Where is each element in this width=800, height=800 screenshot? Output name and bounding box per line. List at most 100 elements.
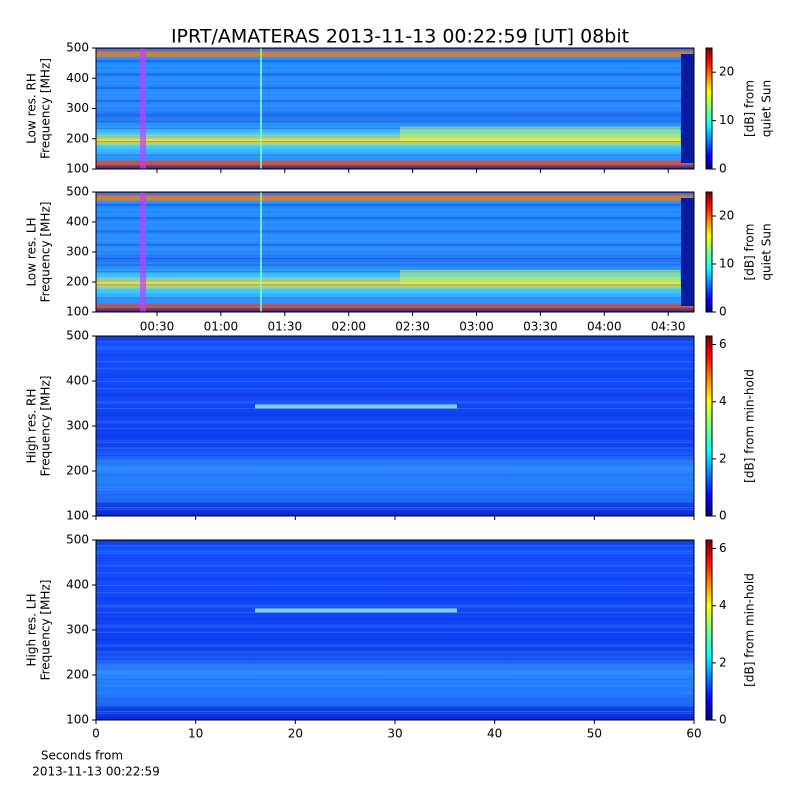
spectrogram-texture: [96, 248, 694, 250]
spectrogram-texture: [96, 231, 694, 233]
y-tick-label: 300: [66, 245, 89, 259]
spectrogram-texture: [681, 54, 694, 163]
y-tick-label: 100: [66, 713, 89, 727]
spectrogram-texture: [96, 276, 694, 277]
spectrogram-texture: [96, 624, 694, 626]
y-tick-label: 200: [66, 131, 89, 145]
y-tick-label: 500: [66, 41, 89, 55]
spectrogram-texture: [96, 235, 694, 237]
spectrogram-texture: [96, 427, 694, 429]
colorbar: [705, 539, 713, 721]
x-tick-label: 40: [487, 727, 502, 741]
spectrogram-texture: [96, 159, 694, 161]
spectrogram-texture: [96, 346, 694, 348]
y-tick-label: 200: [66, 275, 89, 289]
spectrogram-texture: [96, 465, 694, 502]
spectrogram-texture: [96, 91, 694, 93]
spectrogram-texture: [260, 48, 262, 169]
spectrogram-texture: [96, 355, 694, 357]
spectrogram-texture: [96, 284, 694, 286]
spectrogram-texture: [96, 217, 694, 219]
spectrogram-texture: [96, 712, 694, 714]
y-axis-label: Frequency [MHz]: [39, 58, 53, 159]
spectrogram-texture: [96, 279, 694, 281]
spectrogram-texture: [96, 474, 694, 476]
spectrogram-texture: [96, 395, 694, 397]
spectrogram-texture: [96, 402, 694, 404]
spectrogram-texture: [96, 310, 694, 312]
spectrogram-texture: [96, 651, 694, 653]
spectrogram-texture: [96, 100, 694, 102]
spectrogram-texture: [96, 400, 694, 402]
spectrogram-texture: [96, 612, 694, 613]
spectrogram-texture: [96, 698, 694, 700]
x-tick-label: 30: [387, 727, 402, 741]
colorbar-tick-label: 4: [719, 598, 727, 612]
spectrogram-texture: [96, 487, 694, 489]
spectrogram-texture: [96, 673, 694, 675]
spectrogram-texture: [96, 671, 694, 673]
colorbar-label: quiet Sun: [760, 223, 774, 280]
colorbar: [705, 47, 713, 170]
spectrogram-texture: [96, 258, 694, 259]
spectrogram-texture: [96, 274, 694, 276]
spectrogram-texture: [96, 56, 694, 58]
spectrogram-texture: [96, 469, 694, 471]
y-tick-label: 400: [66, 215, 89, 229]
spectrogram-texture: [96, 236, 694, 238]
spectrogram-texture: [96, 271, 694, 273]
spectrogram-texture: [96, 341, 694, 343]
spectrogram-texture: [260, 192, 262, 312]
spectrogram-texture: [96, 261, 694, 263]
spectrogram-texture: [96, 74, 694, 76]
y-axis-label: High res. LH: [25, 593, 39, 666]
spectrogram-texture: [96, 137, 694, 139]
spectrogram-texture: [96, 96, 694, 98]
spectrogram-texture: [96, 243, 694, 245]
spectrogram-texture: [96, 253, 694, 255]
spectrogram-texture: [96, 440, 694, 442]
spectrogram-texture: [96, 244, 694, 246]
spectrogram-texture: [96, 669, 694, 706]
colorbar-tick-label: 10: [719, 257, 734, 271]
colorbar-label: quiet Sun: [760, 80, 774, 137]
spectrogram-texture: [96, 373, 694, 375]
spectrogram-texture: [96, 354, 694, 355]
spectrogram-texture: [96, 508, 694, 510]
spectrogram-texture: [96, 222, 694, 223]
spectrogram-texture: [96, 199, 694, 201]
spectrogram-texture: [96, 460, 694, 462]
spectrogram-texture: [96, 558, 694, 559]
x-tick-label: 02:00: [331, 320, 366, 334]
spectrogram-texture: [96, 579, 694, 581]
spectrogram-texture: [96, 592, 694, 594]
spectrogram-texture: [96, 164, 694, 166]
y-tick-label: 400: [66, 578, 89, 592]
spectrogram-texture: [96, 577, 694, 579]
colorbar-tick-label: 0: [719, 162, 727, 176]
spectrogram-texture: [96, 606, 694, 608]
spectrogram-texture: [96, 462, 694, 463]
spectrogram-texture: [400, 270, 680, 285]
spectrogram-texture: [96, 114, 694, 116]
spectrogram-texture: [96, 572, 694, 574]
spectrogram-texture: [96, 294, 694, 295]
spectrogram-texture: [96, 136, 694, 138]
spectrogram-texture: [96, 501, 694, 503]
spectrogram-texture: [96, 302, 694, 304]
spectrogram-texture: [96, 104, 694, 106]
spectrogram-texture: [96, 565, 694, 567]
y-tick-label: 100: [66, 162, 89, 176]
spectrogram-texture: [96, 306, 694, 307]
spectrogram-texture: [96, 262, 694, 264]
spectrogram-texture: [96, 489, 694, 490]
x-tick-label: 04:00: [587, 320, 622, 334]
spectrogram-texture: [96, 109, 694, 111]
spectrogram-texture: [96, 685, 694, 687]
colorbar-tick-label: 2: [719, 655, 727, 669]
spectrogram-texture: [96, 69, 694, 71]
colorbar-label: [dB] from: [743, 80, 757, 137]
y-tick-label: 100: [66, 305, 89, 319]
spectrogram-texture: [96, 626, 694, 628]
spectrogram-texture: [96, 213, 694, 215]
